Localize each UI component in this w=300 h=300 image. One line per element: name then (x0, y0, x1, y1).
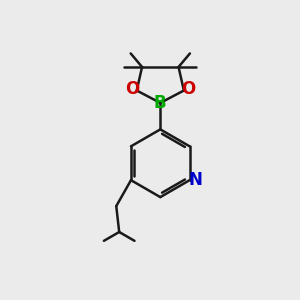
Text: B: B (154, 94, 167, 112)
Text: N: N (189, 171, 202, 189)
Text: O: O (125, 80, 140, 98)
Text: O: O (181, 80, 195, 98)
